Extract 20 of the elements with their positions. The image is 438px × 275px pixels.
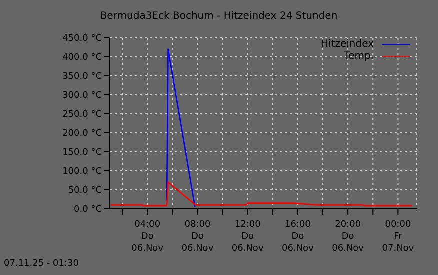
y-tick-label: 450.0 °C [62, 34, 102, 44]
chart-title: Bermuda3Eck Bochum - Hitzeindex 24 Stunden [99, 11, 339, 22]
y-tick-label: 250.0 °C [62, 110, 102, 120]
y-tick-label: 0.0 °C [74, 205, 102, 216]
x-tick-label: 00:00 Fr 07.Nov [382, 220, 415, 254]
y-tick-label: 400.0 °C [62, 53, 102, 64]
y-tick-label: 350.0 °C [62, 72, 102, 82]
x-tick-label: 16:00 Do 06.Nov [282, 220, 315, 254]
y-tick-label: 150.0 °C [62, 148, 102, 158]
x-tick-label: 12:00 Do 06.Nov [232, 220, 264, 254]
x-tick-label: 20:00 Do 06.Nov [332, 220, 365, 254]
y-tick-label: 300.0 °C [62, 91, 102, 102]
y-tick-label: 200.0 °C [62, 129, 102, 140]
y-tick-label: 50.0 °C [68, 186, 102, 196]
legend-label: Temp. [344, 50, 374, 62]
legend-label: Hitzeindex [321, 38, 374, 50]
text: 07.11.25 - 01:30 [4, 259, 79, 269]
x-tick-label: 04:00 Do 06.Nov [132, 220, 164, 254]
y-tick-label: 100.0 °C [62, 167, 102, 178]
x-tick-label: 08:00 Do 06.Nov [182, 220, 214, 254]
